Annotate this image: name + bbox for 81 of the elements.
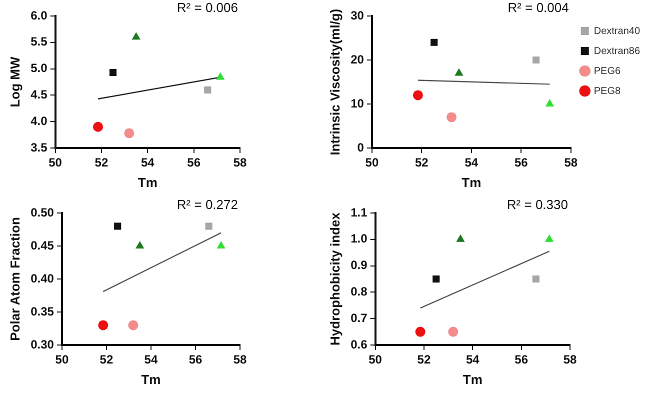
point xyxy=(446,112,457,122)
x-tick-label: 58 xyxy=(233,156,247,170)
y-tick-label: 0.45 xyxy=(30,238,54,252)
x-tick-label: 58 xyxy=(233,352,247,367)
point xyxy=(128,320,138,330)
y-tick-label: 0.8 xyxy=(350,284,368,299)
y-axis-title: Intrinsic Viscosity(ml/g) xyxy=(327,8,342,156)
point xyxy=(432,275,440,283)
y-tick-label: 0.7 xyxy=(350,310,368,325)
y-tick-label: 5.5 xyxy=(30,34,48,49)
point xyxy=(204,86,212,94)
point xyxy=(109,68,117,76)
y-axis-title: Log MW xyxy=(7,56,22,108)
y-tick-label: 20 xyxy=(350,52,364,66)
x-tick-label: 50 xyxy=(55,352,69,367)
point xyxy=(545,99,554,106)
y-tick-label: 0.35 xyxy=(30,304,54,318)
y-tick-label: 6.0 xyxy=(30,8,48,22)
point xyxy=(205,222,212,230)
x-tick-label: 58 xyxy=(564,156,578,170)
point xyxy=(114,222,122,230)
text: R² = 0.006 xyxy=(176,0,238,16)
point xyxy=(132,32,140,40)
point xyxy=(412,90,423,100)
y-axis-title: Polar Atom Fraction xyxy=(7,217,22,341)
legend-label: Dextran86 xyxy=(594,46,640,57)
x-tick-label: 56 xyxy=(514,352,528,367)
point xyxy=(136,241,144,248)
x-tick-label: 50 xyxy=(365,156,379,170)
x-tick-label: 52 xyxy=(417,352,431,367)
x-tick-label: 56 xyxy=(514,156,528,170)
y-tick-label: 10 xyxy=(350,96,364,110)
y-tick-label: 30 xyxy=(350,8,364,22)
y-tick-label: 4.5 xyxy=(30,88,48,102)
point xyxy=(532,56,540,64)
legend-label: Dextran40 xyxy=(594,26,640,37)
text: R² = 0.272 xyxy=(176,197,238,212)
y-tick-label: 0.9 xyxy=(350,258,368,272)
y-tick-label: 0 xyxy=(357,140,364,154)
point xyxy=(93,122,103,132)
y-tick-label: 3.5 xyxy=(30,140,48,154)
x-axis-title: Tm xyxy=(141,372,161,387)
x-tick-label: 56 xyxy=(187,156,201,170)
x-tick-label: 54 xyxy=(464,156,478,170)
x-tick-label: 54 xyxy=(140,156,155,170)
x-tick-label: 50 xyxy=(368,352,382,367)
legend-label: PEG8 xyxy=(594,86,621,97)
y-tick-label: 0.50 xyxy=(30,205,54,220)
point xyxy=(430,38,438,46)
point xyxy=(532,275,540,283)
text: R² = 0.004 xyxy=(508,0,569,16)
x-tick-label: 52 xyxy=(414,156,429,170)
x-axis-title: Tm xyxy=(462,174,482,190)
point xyxy=(216,72,225,80)
point xyxy=(456,234,465,242)
x-tick-label: 52 xyxy=(94,156,108,170)
y-tick-label: 0.40 xyxy=(30,271,54,286)
point xyxy=(98,320,108,330)
y-tick-label: 1.1 xyxy=(350,205,368,220)
point xyxy=(544,234,554,242)
point xyxy=(216,241,226,248)
point xyxy=(454,68,464,76)
point xyxy=(415,326,426,337)
x-axis-title: Tm xyxy=(462,372,482,387)
x-tick-label: 56 xyxy=(188,352,202,367)
y-tick-label: 0.30 xyxy=(30,337,54,352)
x-tick-label: 50 xyxy=(48,156,62,170)
x-axis-title: Tm xyxy=(138,174,158,190)
x-tick-label: 52 xyxy=(100,352,114,367)
y-tick-label: 1.0 xyxy=(350,232,368,246)
point xyxy=(124,128,134,138)
point xyxy=(448,326,458,337)
x-tick-label: 54 xyxy=(144,352,158,367)
text: R² = 0.330 xyxy=(506,197,568,212)
x-tick-label: 54 xyxy=(466,352,480,367)
legend-label: PEG6 xyxy=(594,66,621,77)
y-axis-title: Hydrophobicity index xyxy=(327,212,342,346)
y-tick-label: 0.6 xyxy=(350,337,368,352)
y-tick-label: 4.0 xyxy=(30,114,48,128)
y-tick-label: 5.0 xyxy=(30,61,48,76)
x-tick-label: 58 xyxy=(563,352,577,367)
